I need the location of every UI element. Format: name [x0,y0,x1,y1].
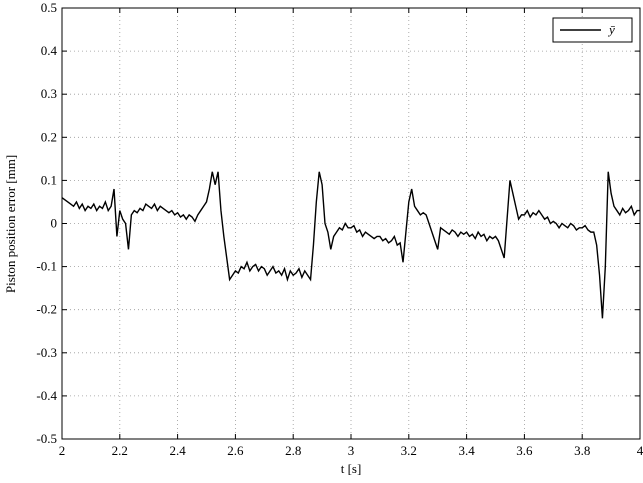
x-tick-label: 2.2 [112,443,128,458]
legend-label: ȳ [607,22,615,37]
x-tick-label: 3.4 [458,443,475,458]
x-tick-label: 4 [637,443,643,458]
x-axis-label: t [s] [341,461,362,476]
y-tick-label: -0.5 [36,431,57,446]
y-tick-label: 0.2 [41,129,57,144]
x-tick-label: 3.6 [516,443,533,458]
y-tick-label: -0.1 [36,259,57,274]
x-tick-label: 3.2 [401,443,417,458]
x-tick-label: 2 [59,443,66,458]
x-tick-label: 3.8 [574,443,590,458]
x-tick-label: 3 [348,443,355,458]
plot-frame [61,7,641,440]
y-tick-label: 0.4 [41,43,58,58]
x-tick-label: 2.4 [169,443,186,458]
y-tick-label: 0 [51,216,58,231]
y-tick-label: -0.3 [36,345,57,360]
y-tick-label: 0.5 [41,0,57,15]
y-tick-label: 0.3 [41,86,57,101]
y-tick-label: -0.2 [36,302,57,317]
y-axis-label: Piston position error [mm] [3,155,18,293]
y-tick-label: 0.1 [41,172,57,187]
data-line [61,171,640,319]
x-tick-label: 2.6 [227,443,244,458]
y-tick-label: -0.4 [36,388,57,403]
x-tick-label: 2.8 [285,443,301,458]
